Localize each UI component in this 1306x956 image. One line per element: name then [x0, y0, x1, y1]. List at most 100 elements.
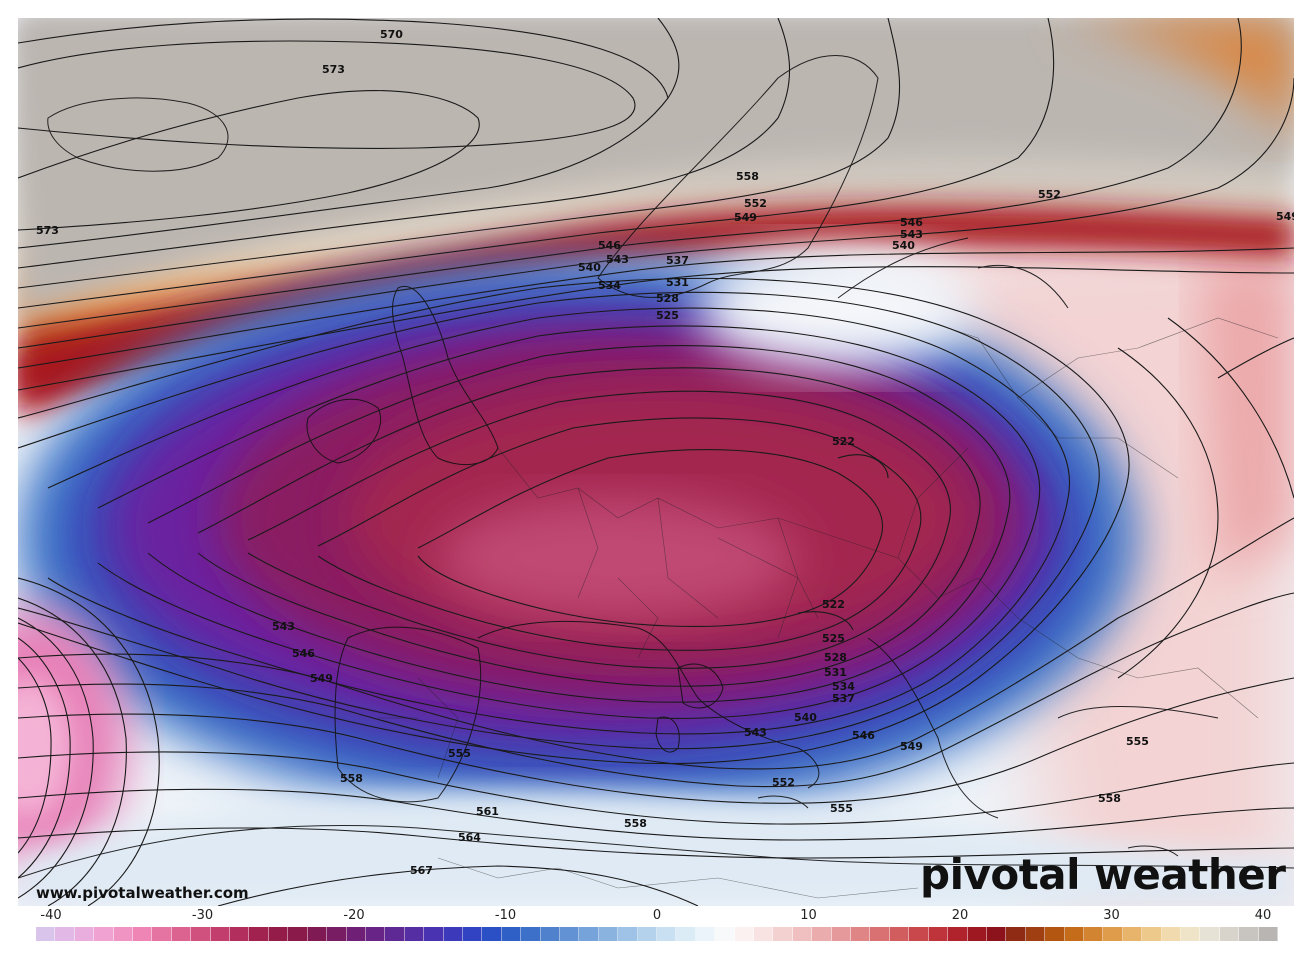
contour-label: 540 [794, 711, 817, 724]
colorbar-cell [36, 927, 56, 941]
contour-label: 540 [892, 239, 915, 252]
colorbar-cell [55, 927, 75, 941]
colorbar-cell [230, 927, 250, 941]
colorbar-tick-label: -20 [343, 908, 365, 923]
brand-logo: pivotal weather [920, 850, 1286, 899]
contour-labels: 570 573 573 558 552 549 546 543 540 552 … [36, 28, 1294, 877]
contour-label: 552 [1038, 188, 1061, 201]
contour-label: 534 [598, 279, 621, 292]
contour-label: 522 [832, 435, 855, 448]
contour-label: 537 [832, 692, 855, 705]
colorbar-cell [443, 927, 463, 941]
contour-label: 549 [310, 672, 333, 685]
colorbar-tick-label: 20 [951, 908, 969, 923]
colorbar-cell [1006, 927, 1026, 941]
height-contours [18, 18, 1294, 906]
contour-label: 543 [272, 620, 295, 633]
colorbar-cell [385, 927, 405, 941]
colorbar-cell [1083, 927, 1104, 941]
contour-label: 528 [656, 292, 679, 305]
contour-label: 564 [458, 831, 481, 844]
colorbar-cell [618, 927, 638, 941]
colorbar-tick-label: -30 [191, 908, 214, 923]
colorbar-cell [1200, 927, 1220, 941]
colorbar-cell [657, 927, 677, 941]
colorbar-cell [1103, 927, 1123, 941]
colorbar-tick-label: -10 [494, 908, 517, 923]
colorbar-cell [249, 927, 269, 941]
colorbar-cell [792, 927, 813, 941]
colorbar-cell [734, 927, 755, 941]
contour-label: 528 [824, 651, 847, 664]
colorbar-cell [909, 927, 929, 941]
colorbar-tick-label: 30 [1103, 908, 1120, 923]
colorbar-cell [1219, 927, 1240, 941]
colorbar-cell [346, 927, 366, 941]
contour-label: 525 [822, 632, 845, 645]
colorbar-cell [171, 927, 192, 941]
colorbar-cell [598, 927, 619, 941]
contour-label: 555 [448, 747, 471, 760]
colorbar-cell [94, 927, 114, 941]
colorbar-cell [579, 927, 599, 941]
contour-label: 558 [736, 170, 759, 183]
colorbar-cell [521, 927, 541, 941]
contour-label: 540 [578, 261, 601, 274]
weather-map: 570 573 573 558 552 549 546 543 540 552 … [18, 18, 1294, 906]
contour-label: 549 [734, 211, 757, 224]
geopotential-height-map: 570 573 573 558 552 549 546 543 540 552 … [18, 18, 1294, 906]
contour-label: 555 [830, 802, 853, 815]
colorbar-cell [754, 927, 774, 941]
contour-label: 546 [900, 216, 923, 229]
contour-label: 570 [380, 28, 403, 41]
contour-label: 558 [624, 817, 647, 830]
colorbar-cell [1045, 927, 1065, 941]
temperature-shading [18, 18, 1294, 906]
contour-label: 558 [1098, 792, 1121, 805]
contour-label: 546 [598, 239, 621, 252]
colorbar-cell [889, 927, 910, 941]
colorbar-tick-labels: -40 -30 -20 -10 0 10 20 30 40 [36, 908, 1278, 926]
borders [378, 317, 1279, 899]
colorbar-tick-label: -40 [40, 908, 62, 923]
colorbar-cell [365, 927, 386, 941]
colorbar-cell [1161, 927, 1181, 941]
contour-label: 543 [606, 253, 629, 266]
colorbar-cell [967, 927, 987, 941]
contour-label: 522 [822, 598, 845, 611]
colorbar-cell [851, 927, 871, 941]
colorbar-cell [501, 927, 522, 941]
colorbar-cell [540, 927, 560, 941]
contour-label: 561 [476, 805, 499, 818]
colorbar-tick-label: 40 [1254, 908, 1272, 923]
colorbar-cell [327, 927, 347, 941]
colorbar-cell [928, 927, 949, 941]
colorbar-cell [831, 927, 852, 941]
contour-label: 534 [832, 680, 855, 693]
colorbar-tick-label: 0 [652, 908, 662, 923]
colorbar-cell [268, 927, 289, 941]
colorbar-cell [1025, 927, 1046, 941]
colorbar-cell [462, 927, 483, 941]
contour-label: 558 [340, 772, 363, 785]
contour-label: 567 [410, 864, 433, 877]
contour-label: 543 [744, 726, 767, 739]
contour-label: 546 [292, 647, 315, 660]
colorbar-cell [482, 927, 502, 941]
contour-label: 546 [852, 729, 875, 742]
contour-label: 543 [900, 228, 923, 241]
contour-label: 531 [666, 276, 689, 289]
colorbar-cell [152, 927, 172, 941]
coastlines [18, 55, 1294, 879]
colorbar-cell [986, 927, 1007, 941]
colorbar-cell [676, 927, 696, 941]
colorbar-cell [1239, 927, 1259, 941]
colorbar-cell [948, 927, 968, 941]
colorbar-cell [424, 927, 444, 941]
contour-label: 537 [666, 254, 689, 267]
colorbar-cell [288, 927, 308, 941]
temperature-colorbar [36, 927, 1278, 941]
colorbar-cell [715, 927, 735, 941]
colorbar-cell [1064, 927, 1084, 941]
contour-label: 552 [744, 197, 767, 210]
